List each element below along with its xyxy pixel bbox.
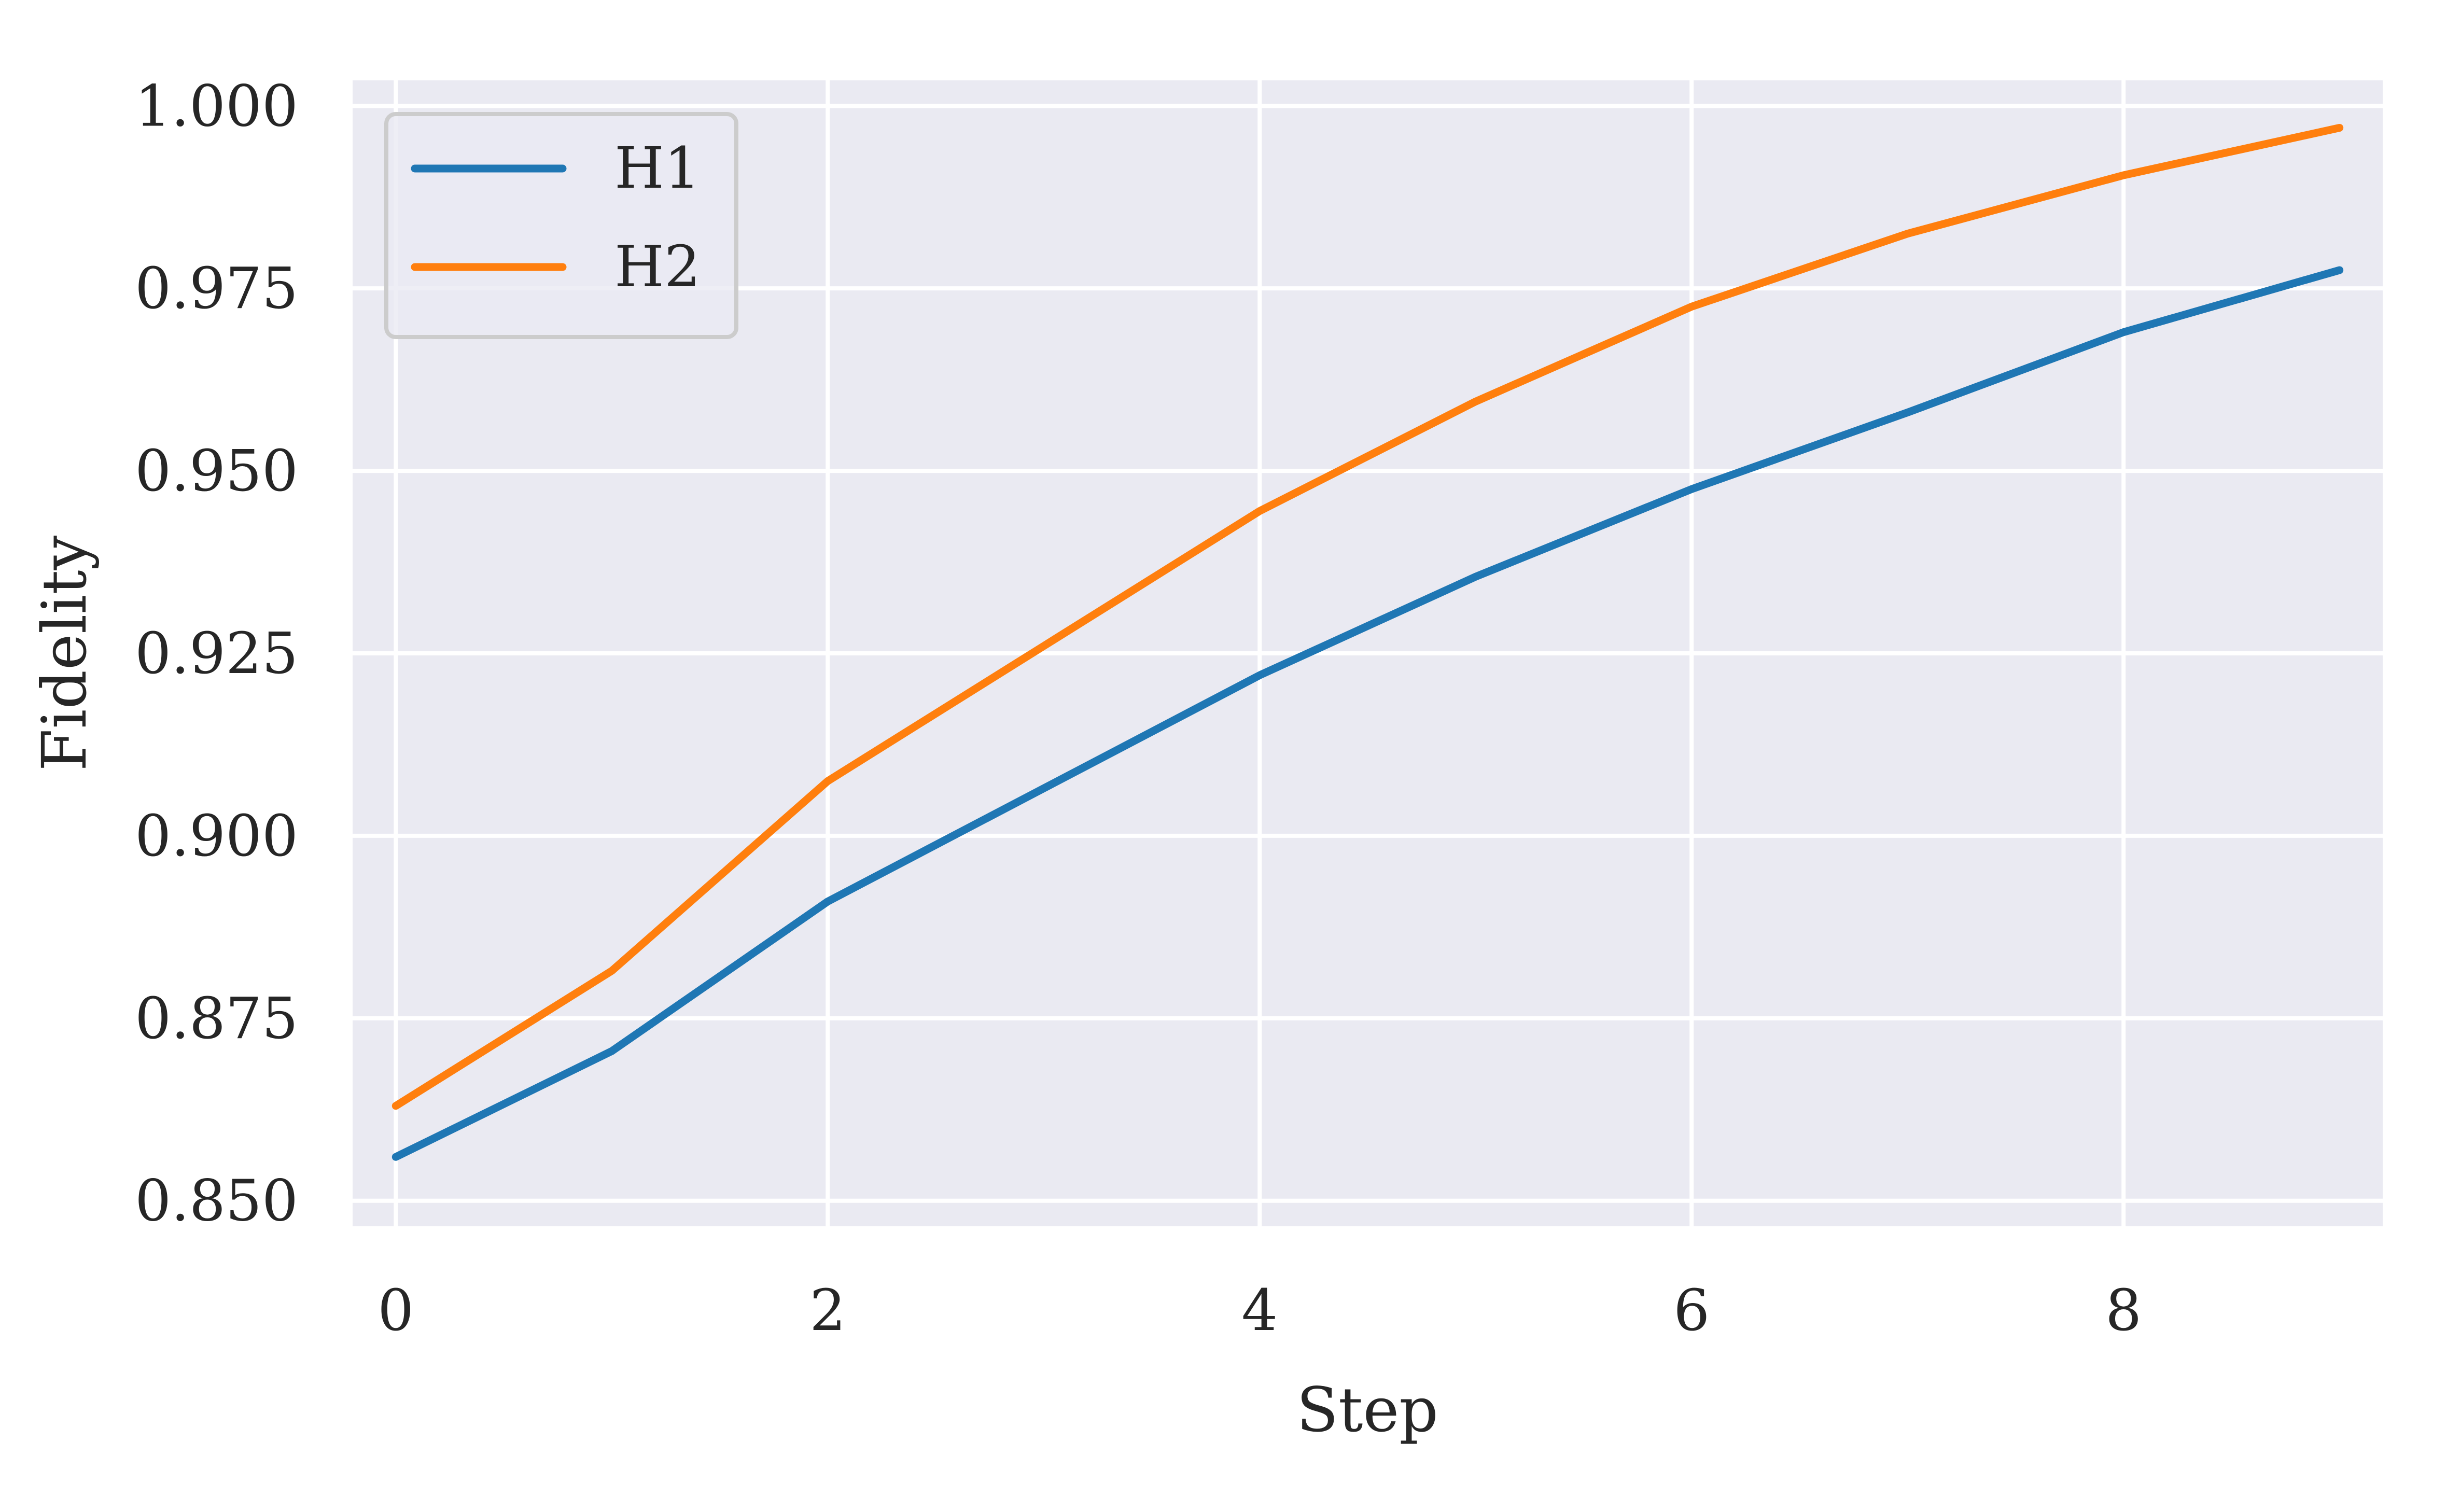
legend-label-h2: H2 (614, 233, 701, 300)
data-point-h2-7 (1905, 231, 1910, 236)
data-point-h1-0 (394, 1155, 398, 1159)
data-point-h2-9 (2337, 125, 2342, 130)
data-point-h1-8 (2121, 330, 2126, 334)
series-line-h2 (391, 123, 2344, 1110)
data-point-h2-2 (826, 779, 830, 783)
data-point-h1-6 (1689, 487, 1694, 492)
data-point-h1-1 (609, 1049, 614, 1054)
data-point-h2-4 (1257, 509, 1262, 513)
grid (353, 80, 2383, 1226)
data-point-h1-7 (1905, 410, 1910, 415)
x-tick-label-3: 6 (1673, 1277, 1710, 1343)
y-tick-label-5: 0.975 (135, 255, 298, 321)
series-lines (391, 123, 2344, 1161)
data-point-h2-5 (1473, 399, 1478, 404)
x-tick-label-1: 2 (809, 1277, 846, 1343)
x-tick-label-0: 0 (377, 1277, 414, 1343)
data-point-h2-8 (2121, 173, 2126, 177)
data-point-h1-4 (1257, 673, 1262, 678)
data-point-h1-2 (826, 899, 830, 904)
y-tick-label-4: 0.950 (135, 438, 298, 504)
y-tick-label-1: 0.875 (135, 985, 298, 1052)
legend: H1 H2 (384, 112, 738, 339)
data-point-h1-3 (1041, 786, 1046, 791)
x-axis-label: Step (1296, 1374, 1438, 1446)
y-axis-label: Fidelity (29, 535, 100, 771)
data-point-h1-9 (2337, 268, 2342, 272)
data-point-h1-5 (1473, 575, 1478, 579)
data-point-h2-3 (1041, 643, 1046, 648)
series-line-h1 (391, 266, 2344, 1161)
data-point-h2-0 (394, 1103, 398, 1108)
data-point-h2-1 (609, 969, 614, 973)
y-tick-label-0: 0.850 (135, 1168, 298, 1234)
y-tick-label-3: 0.925 (135, 620, 298, 687)
y-tick-label-2: 0.900 (135, 803, 298, 869)
x-tick-labels: 0 2 4 6 8 (377, 1277, 2142, 1343)
x-tick-label-4: 8 (2105, 1277, 2142, 1343)
legend-label-h1: H1 (614, 135, 701, 201)
data-point-h2-6 (1689, 304, 1694, 309)
y-tick-labels: 0.850 0.875 0.900 0.925 0.950 0.975 1.000 (135, 73, 298, 1234)
y-tick-label-6: 1.000 (135, 73, 298, 139)
x-tick-label-2: 4 (1241, 1277, 1278, 1343)
